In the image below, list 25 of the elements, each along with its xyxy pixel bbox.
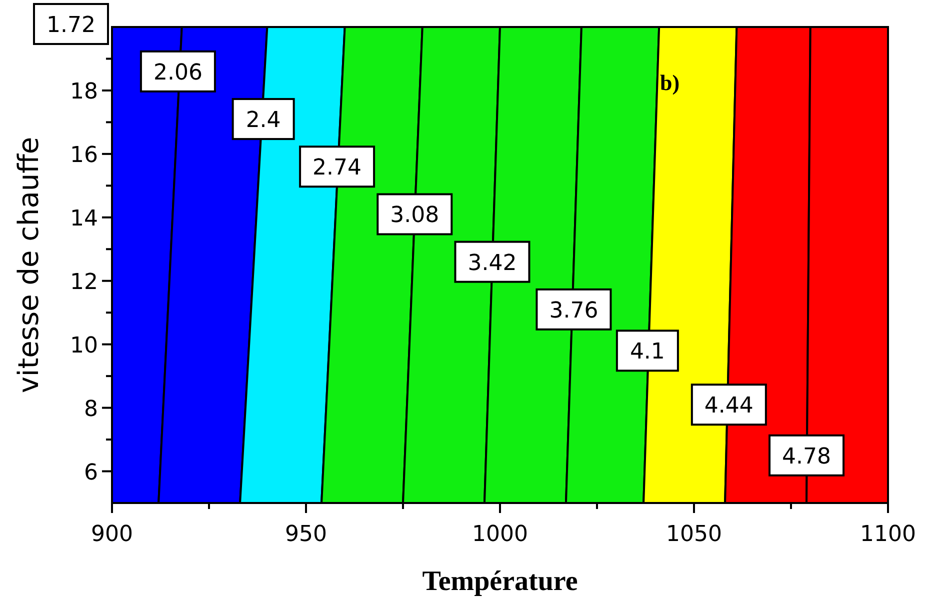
annotation: 4.78 — [782, 444, 832, 470]
y-tick-label: 10 — [70, 333, 98, 358]
y-tick-label: 12 — [70, 270, 98, 295]
x-tick-label: 1050 — [666, 522, 722, 547]
x-tick-label: 950 — [285, 522, 327, 547]
text: b) — [660, 70, 680, 95]
y-tick-label: 18 — [70, 79, 98, 104]
annotation: 3.08 — [390, 203, 440, 228]
annotation: 3.42 — [468, 250, 517, 276]
annotation: 2.74 — [312, 156, 362, 181]
annotation: 3.76 — [549, 298, 598, 324]
y-tick-label: 6 — [84, 460, 98, 486]
x-tick-label: 1000 — [472, 522, 528, 547]
annotation: 4.1 — [630, 340, 665, 365]
y-tick-label: 14 — [70, 206, 98, 232]
annotation: 2.06 — [153, 60, 202, 86]
annotation: 2.4 — [246, 108, 281, 134]
annotation: 4.44 — [704, 394, 754, 419]
y-tick-label: 16 — [70, 142, 98, 168]
y-axis-title: vitesse de chauffe — [12, 136, 45, 394]
x-tick-label: 900 — [91, 522, 133, 547]
x-tick-label: 1100 — [860, 522, 916, 547]
y-tick-label: 8 — [84, 396, 98, 422]
x-axis-title: Température — [422, 566, 578, 597]
text: 1.72 — [46, 13, 96, 38]
